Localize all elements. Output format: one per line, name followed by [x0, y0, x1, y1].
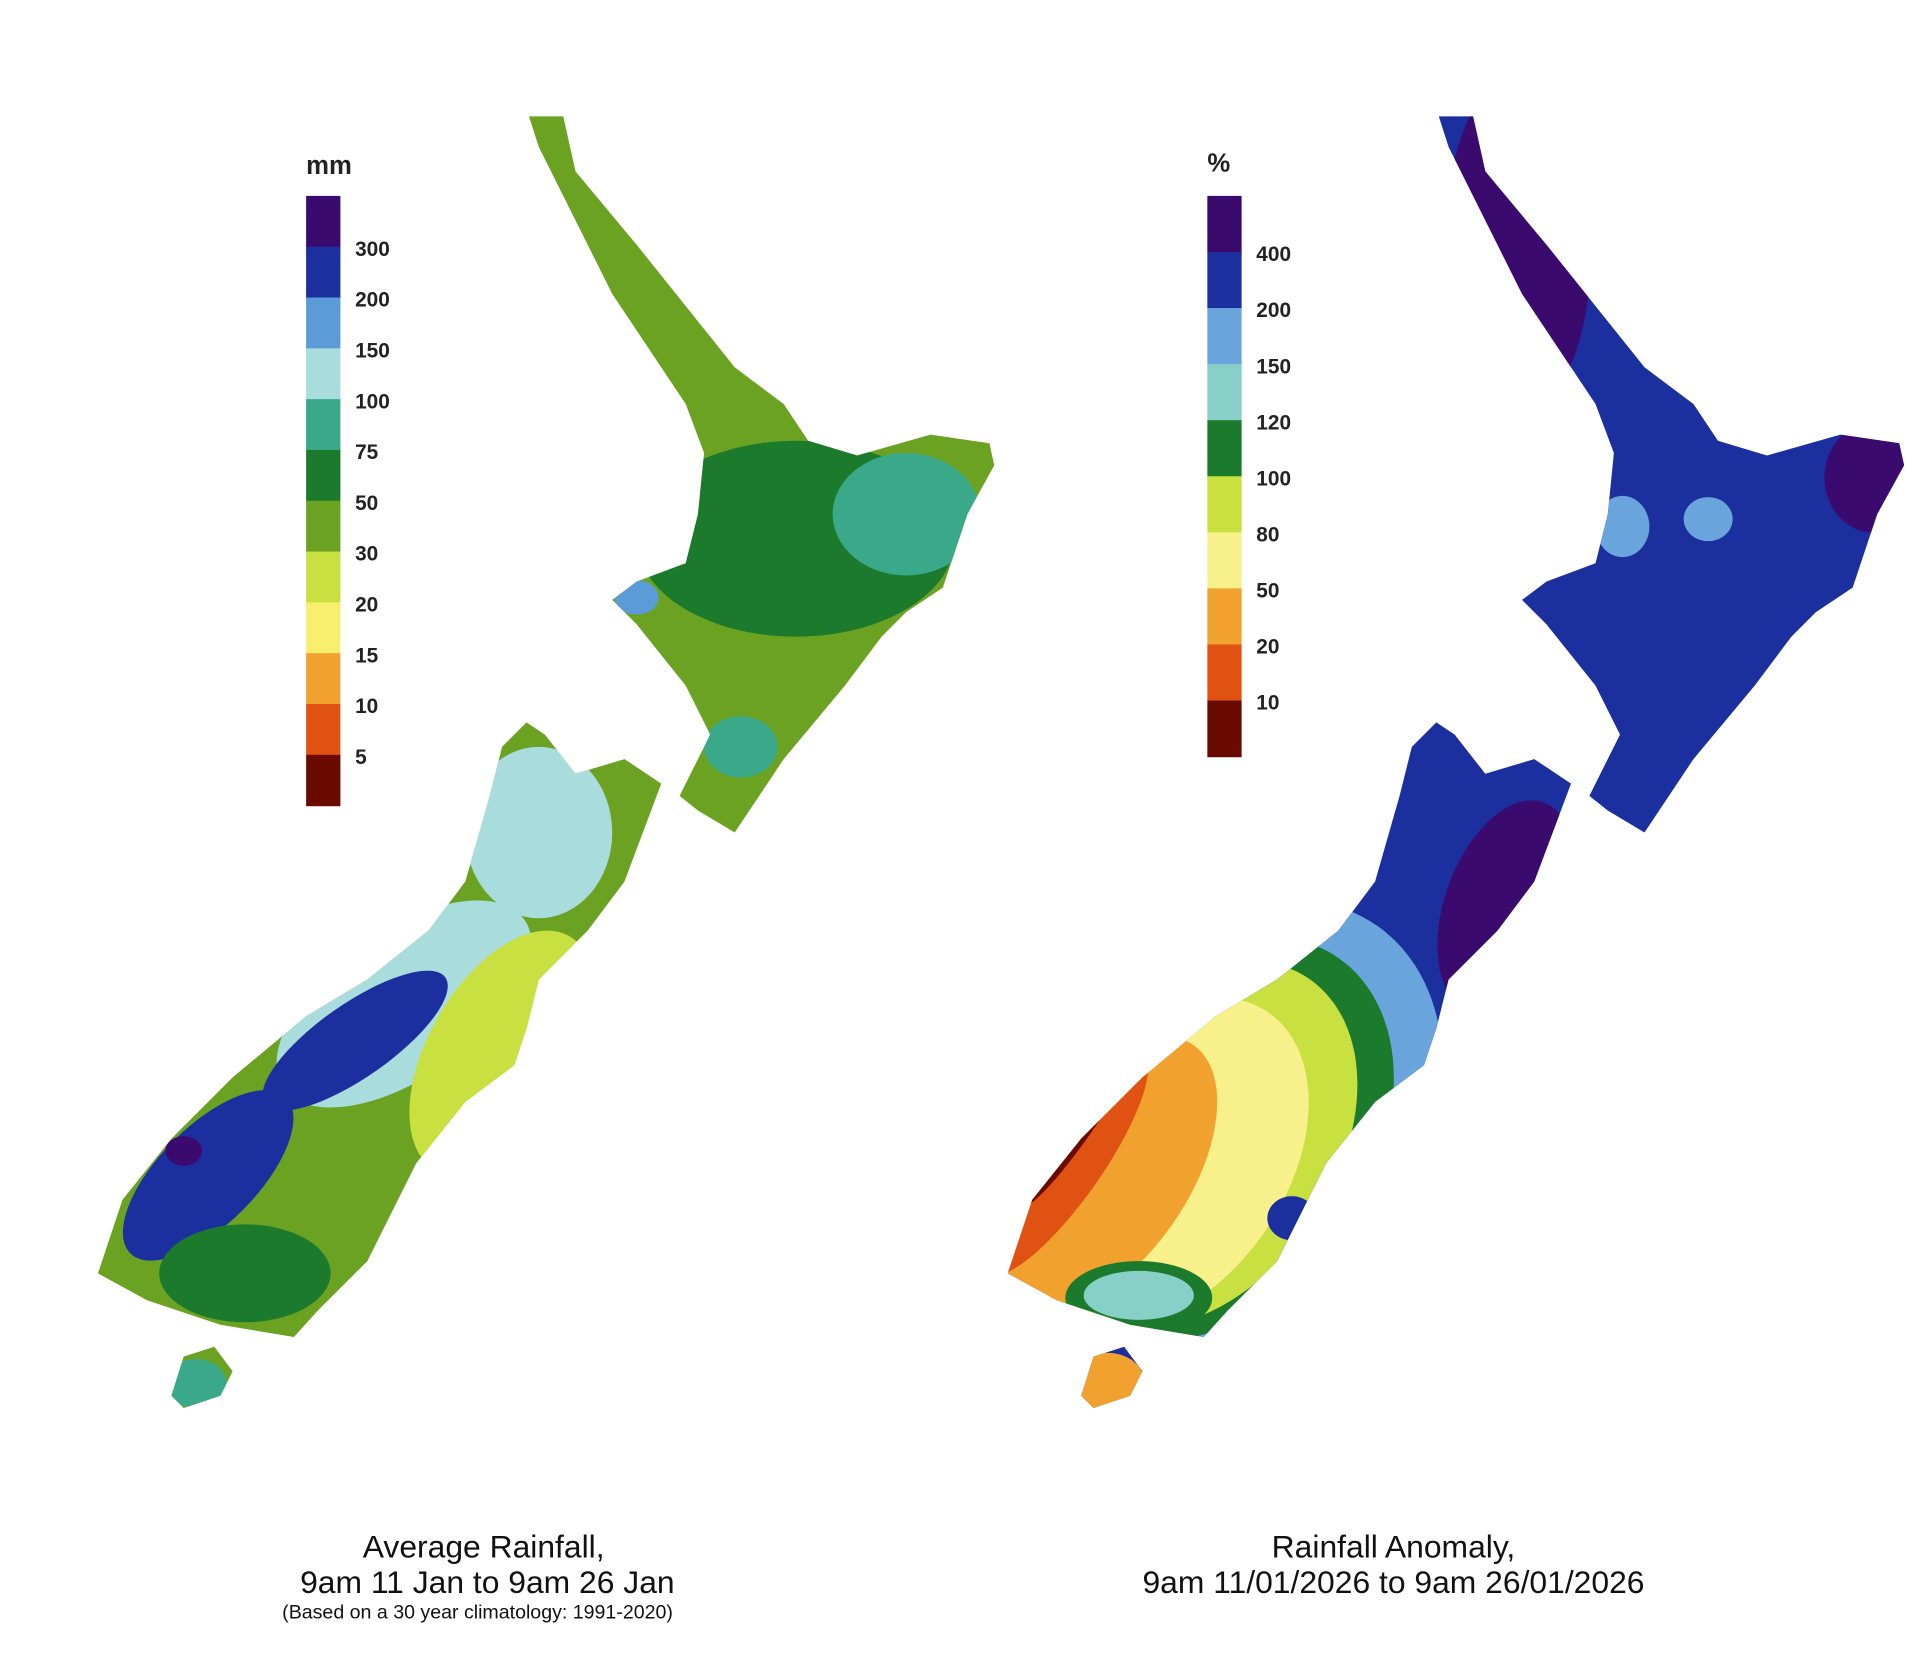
legend-swatch: [1207, 644, 1242, 702]
legend-label: 100: [1256, 467, 1291, 490]
legend-swatch: [1207, 308, 1242, 365]
legend-swatch: [1207, 420, 1242, 477]
legend-label: 400: [1256, 243, 1291, 266]
legend: mm 300 200 150 100 75 50 30 20 15 10 5: [306, 152, 390, 807]
legend-swatch: [1207, 588, 1242, 646]
rainfall-map: mm 300 200 150 100 75 50 30 20 15 10 5 Average Rai…: [97, 116, 995, 1624]
legend-label: 300: [355, 238, 390, 261]
legend-swatch: [306, 703, 341, 756]
legend-scale: 300 200 150 100 75 50 30 20 15 10 5: [306, 195, 390, 807]
legend-label: 100: [355, 390, 390, 413]
legend-swatch: [306, 297, 341, 349]
map-fill: [1007, 116, 1905, 1408]
legend-swatch: [1207, 251, 1242, 309]
map-title: Average Rainfall,: [363, 1528, 605, 1564]
legend-swatch: [1207, 364, 1242, 421]
legend-swatch: [306, 246, 341, 299]
legend-label: 150: [355, 339, 390, 362]
legend-label: 80: [1256, 524, 1279, 547]
legend-label: 75: [355, 441, 378, 464]
map-period: 9am 11 Jan to 9am 26 Jan: [300, 1564, 675, 1600]
legend-label: 20: [1256, 636, 1279, 659]
legend-swatch: [306, 602, 341, 654]
legend-swatch: [306, 653, 341, 705]
legend-label: 20: [355, 594, 378, 617]
legend-label: 10: [355, 695, 378, 718]
legend-swatch: [306, 348, 341, 400]
legend-unit: %: [1207, 149, 1230, 177]
legend-unit: mm: [306, 152, 352, 180]
legend-label: 10: [1256, 692, 1279, 715]
legend-swatch: [306, 399, 341, 451]
map-note: (Based on a 30 year climatology: 1991-20…: [282, 1602, 673, 1624]
legend-swatch: [1207, 195, 1242, 253]
legend-swatch: [1207, 700, 1242, 758]
legend-swatch: [306, 449, 341, 502]
legend-swatch: [1207, 532, 1242, 590]
legend-label: 30: [355, 543, 378, 566]
legend-label: 50: [1256, 580, 1279, 603]
map-fill: [97, 116, 995, 1408]
legend-scale: 400 200 150 120 100 80 50 20 10: [1207, 195, 1291, 758]
legend-swatch: [306, 754, 341, 807]
legend-label: 50: [355, 492, 378, 515]
legend: % 400 200 150 120 100 80 50 20 10: [1207, 149, 1291, 758]
legend-label: 15: [355, 644, 378, 667]
anomaly-map: % 400 200 150 120 100 80 50 20 10 Rainfall Anoma…: [1007, 116, 1905, 1600]
legend-swatch: [306, 500, 341, 553]
legend-swatch: [306, 551, 341, 603]
legend-label: 200: [355, 289, 390, 312]
legend-label: 5: [355, 746, 367, 769]
map-title: Rainfall Anomaly,: [1272, 1528, 1516, 1564]
map-period: 9am 11/01/2026 to 9am 26/01/2026: [1142, 1564, 1644, 1600]
legend-label: 120: [1256, 411, 1291, 434]
legend-swatch: [1207, 476, 1242, 533]
legend-swatch: [306, 195, 341, 248]
legend-label: 150: [1256, 355, 1291, 378]
legend-label: 200: [1256, 299, 1291, 322]
